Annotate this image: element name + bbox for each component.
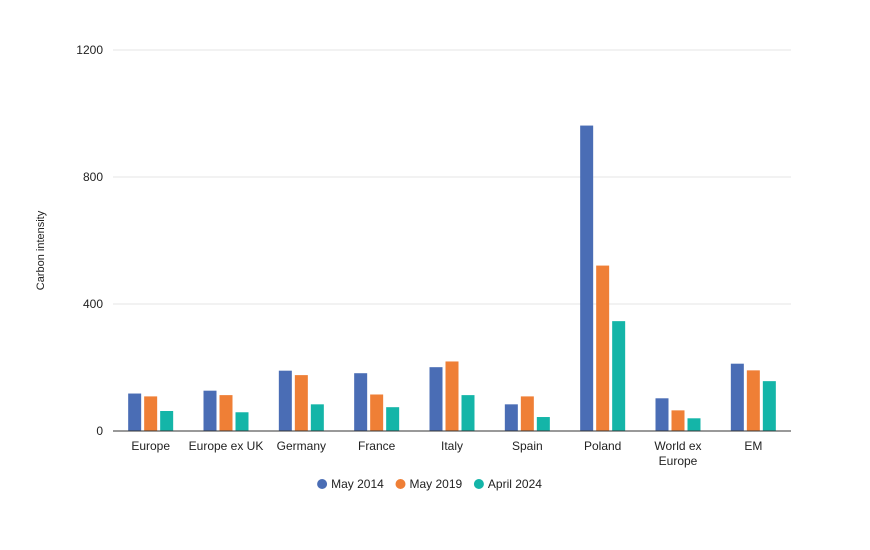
legend-marker (473, 479, 484, 489)
bar (762, 381, 776, 431)
bar (160, 410, 174, 431)
bars (128, 125, 776, 431)
bar (520, 396, 534, 431)
x-tick-label: Europe (131, 439, 170, 453)
bar (536, 417, 550, 431)
bar (596, 265, 610, 431)
x-tick-label: Poland (584, 439, 621, 453)
bar (278, 370, 292, 431)
legend-marker (395, 479, 406, 489)
bar (203, 390, 217, 431)
bar (730, 363, 744, 431)
x-axis-labels: Europe Europe ex UK Germany France Italy Spai… (131, 439, 762, 468)
bar (144, 396, 158, 431)
x-tick-label: EM (744, 439, 762, 453)
y-tick-label: 800 (83, 170, 103, 184)
bar (370, 394, 384, 431)
x-tick-label: Spain (512, 439, 543, 453)
legend-label: May 2014 (331, 477, 384, 491)
y-tick-label: 1200 (76, 43, 103, 57)
bar (128, 393, 142, 431)
bar (294, 375, 308, 431)
gridlines (113, 49, 791, 305)
bar (235, 412, 249, 431)
legend: May 2014 May 2019 April 2024 (317, 477, 542, 491)
bar (671, 410, 685, 431)
x-tick-label: World ex (654, 439, 701, 453)
y-axis-title: Carbon intensity (35, 210, 47, 290)
bar (429, 367, 443, 431)
bar (354, 373, 368, 431)
x-tick-label: France (358, 439, 396, 453)
legend-label: May 2019 (410, 477, 463, 491)
x-tick-label: Germany (277, 439, 326, 453)
x-tick-label: Europe ex UK (189, 439, 264, 453)
bar (655, 398, 669, 431)
bar (580, 125, 594, 431)
bar (386, 407, 400, 431)
bar (445, 361, 459, 431)
bar (612, 321, 626, 431)
bar (746, 370, 760, 431)
y-tick-label: 0 (96, 424, 103, 438)
y-axis-ticks: 0 400 800 1200 (76, 43, 103, 438)
bar (461, 395, 475, 431)
legend-marker (317, 479, 328, 489)
bar (687, 418, 701, 431)
bar (219, 395, 233, 431)
bar (310, 404, 324, 431)
y-tick-label: 400 (83, 297, 103, 311)
bar (504, 404, 518, 431)
x-tick-label: Italy (441, 439, 463, 453)
legend-label: April 2024 (488, 477, 542, 491)
x-tick-label: Europe (659, 454, 698, 468)
